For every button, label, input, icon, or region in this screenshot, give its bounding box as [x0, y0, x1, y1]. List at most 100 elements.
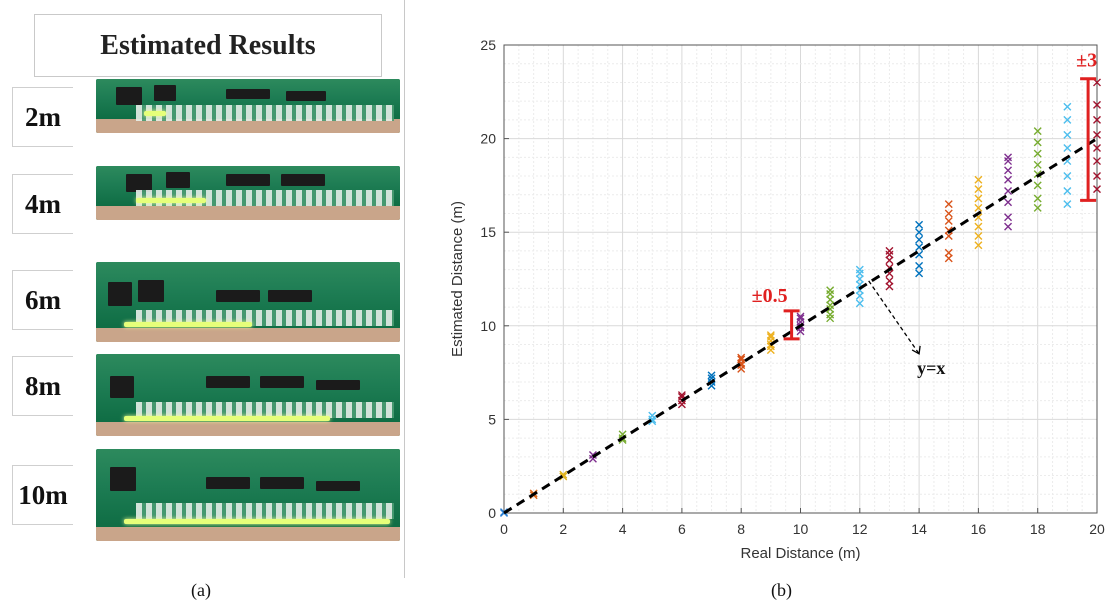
distance-label-4m: 4m — [12, 174, 73, 234]
data-point — [707, 371, 716, 380]
data-point — [915, 269, 924, 278]
x-tick-label: 12 — [852, 521, 868, 537]
x-tick-label: 0 — [500, 521, 508, 537]
x-tick-label: 16 — [971, 521, 987, 537]
data-point — [915, 220, 924, 229]
data-point — [1093, 143, 1101, 152]
annotation-arrow — [868, 280, 920, 355]
data-point — [915, 243, 924, 252]
tick-layer: 0 2 4 6 8 10 12 14 16 18 20 0 5 10 15 20 25 — [480, 37, 1105, 537]
data-point — [1004, 198, 1013, 207]
annotation-small-error: ±0.5 — [752, 285, 788, 307]
y-tick-label: 20 — [480, 131, 496, 147]
led-bar — [124, 416, 330, 421]
data-point — [1093, 185, 1101, 194]
data-point — [944, 248, 953, 257]
board-photo-6m — [96, 262, 400, 342]
x-tick-label: 20 — [1089, 521, 1105, 537]
data-point — [1063, 102, 1072, 111]
x-tick-label: 10 — [793, 521, 809, 537]
x-tick-label: 6 — [678, 521, 686, 537]
y-tick-label: 15 — [480, 224, 496, 240]
board-photo-10m — [96, 449, 400, 541]
estimated-results-title: Estimated Results — [34, 14, 382, 77]
data-point — [1093, 172, 1101, 181]
annotation-line-label: y=x — [917, 358, 945, 378]
data-point — [915, 228, 924, 237]
data-point — [1004, 175, 1013, 184]
data-point — [559, 472, 568, 481]
x-tick-label: 8 — [737, 521, 745, 537]
data-point — [677, 391, 686, 400]
data-point — [1063, 115, 1072, 124]
x-tick-label: 14 — [911, 521, 927, 537]
data-point — [737, 355, 746, 364]
data-point — [974, 175, 983, 184]
x-tick-label: 2 — [559, 521, 567, 537]
data-point — [588, 450, 597, 459]
data-point — [944, 200, 953, 209]
x-axis-label: Real Distance (m) — [740, 545, 860, 562]
y-tick-label: 0 — [488, 505, 496, 521]
data-point — [885, 246, 894, 255]
data-point — [974, 203, 983, 212]
data-point — [1063, 200, 1072, 209]
data-point — [885, 276, 894, 285]
data-point — [648, 411, 657, 420]
data-point — [1063, 130, 1072, 139]
caption-b: (b) — [771, 580, 792, 600]
panel-a: Estimated Results 2m 4m 6m 8m — [0, 0, 405, 606]
data-point — [1063, 143, 1072, 152]
data-point — [826, 289, 835, 298]
data-point — [1004, 213, 1013, 222]
data-point — [766, 331, 775, 340]
data-point — [1004, 153, 1013, 162]
data-point — [974, 222, 983, 231]
error-bar-layer — [783, 77, 1097, 341]
y-tick-label: 25 — [480, 37, 496, 53]
led-bar — [136, 198, 206, 203]
caption-a: (a) — [191, 580, 211, 600]
data-point — [974, 231, 983, 240]
distance-label-8m: 8m — [12, 356, 73, 416]
data-point — [1063, 187, 1072, 196]
led-bar — [144, 111, 166, 116]
data-point — [1033, 203, 1042, 212]
y-tick-label: 5 — [488, 411, 496, 427]
data-point — [1093, 100, 1101, 109]
data-point — [855, 299, 864, 308]
distance-label-10m: 10m — [12, 465, 73, 525]
data-point — [974, 194, 983, 203]
data-point — [915, 235, 924, 244]
data-point — [1093, 157, 1101, 166]
data-point — [1033, 138, 1042, 147]
grid-layer — [503, 44, 1098, 514]
board-photo-4m — [96, 166, 400, 220]
data-point — [1033, 194, 1042, 203]
annotation-arrowhead — [911, 345, 921, 355]
x-tick-label: 18 — [1030, 521, 1046, 537]
data-point — [1004, 166, 1013, 175]
data-point — [915, 261, 924, 270]
data-point — [974, 185, 983, 194]
distance-label-6m: 6m — [12, 270, 73, 330]
board-photo-2m — [96, 79, 400, 133]
data-point — [855, 265, 864, 274]
led-bar — [124, 519, 390, 524]
data-point — [1004, 187, 1013, 196]
x-tick-label: 4 — [619, 521, 627, 537]
data-point — [944, 209, 953, 218]
data-point — [1093, 115, 1101, 124]
board-photo-8m — [96, 354, 400, 436]
data-point — [1063, 172, 1072, 181]
data-point — [766, 333, 775, 342]
led-bar — [124, 322, 252, 327]
data-point — [1033, 160, 1042, 169]
data-point — [944, 226, 953, 235]
data-point — [1033, 127, 1042, 136]
data-point — [796, 314, 805, 323]
data-point — [1004, 222, 1013, 231]
data-point — [974, 241, 983, 250]
y-axis-label: Estimated Distance (m) — [449, 201, 466, 357]
annotation-large-error: ±3 — [1076, 50, 1097, 72]
